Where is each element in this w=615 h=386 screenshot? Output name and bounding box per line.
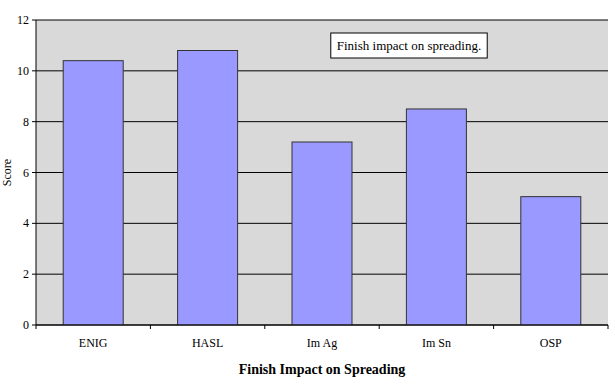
bars [63, 51, 581, 326]
y-tick-label: 10 [17, 64, 29, 78]
bar [292, 142, 352, 325]
bar [178, 51, 238, 326]
y-tick [32, 20, 36, 21]
y-tick [32, 121, 36, 122]
x-tick [608, 325, 609, 329]
chart-svg: 0 2 4 6 8 10 12 ENIG HASL Im Ag Im Sn OSP Finish imp… [0, 0, 615, 386]
x-tick [264, 325, 265, 329]
x-tick-label: HASL [192, 336, 223, 350]
x-tick-label: Im Sn [422, 336, 451, 350]
y-tick [32, 172, 36, 173]
x-tick [150, 325, 151, 329]
plot-background [36, 20, 608, 325]
y-axis-title: Score [0, 159, 14, 186]
chart-title: Finish impact on spreading. [337, 38, 481, 53]
x-tick [36, 325, 37, 329]
x-tick [379, 325, 380, 329]
background [0, 0, 615, 386]
chart-container: 0 2 4 6 8 10 12 ENIG HASL Im Ag Im Sn OSP Finish imp… [0, 0, 615, 386]
x-tick-label: Im Ag [307, 336, 337, 350]
y-tick-label: 6 [23, 166, 29, 180]
y-tick-label: 12 [17, 13, 29, 27]
bar [406, 109, 466, 325]
y-tick-label: 8 [23, 115, 29, 129]
x-tick-label: OSP [540, 336, 562, 350]
x-axis-title: Finish Impact on Spreading [239, 362, 406, 377]
x-tick [493, 325, 494, 329]
grid-line [36, 20, 608, 21]
y-tick [32, 325, 36, 326]
title-box [331, 33, 487, 58]
x-axis [36, 325, 608, 326]
x-tick-label: ENIG [79, 336, 108, 350]
bar [63, 61, 123, 325]
bar [521, 197, 581, 325]
y-tick-label: 4 [23, 216, 29, 230]
y-tick [32, 70, 36, 71]
y-tick-label: 2 [23, 267, 29, 281]
y-tick [32, 274, 36, 275]
y-axis [36, 20, 37, 325]
y-tick [32, 223, 36, 224]
y-tick-label: 0 [23, 318, 29, 332]
grid-line [36, 325, 608, 326]
